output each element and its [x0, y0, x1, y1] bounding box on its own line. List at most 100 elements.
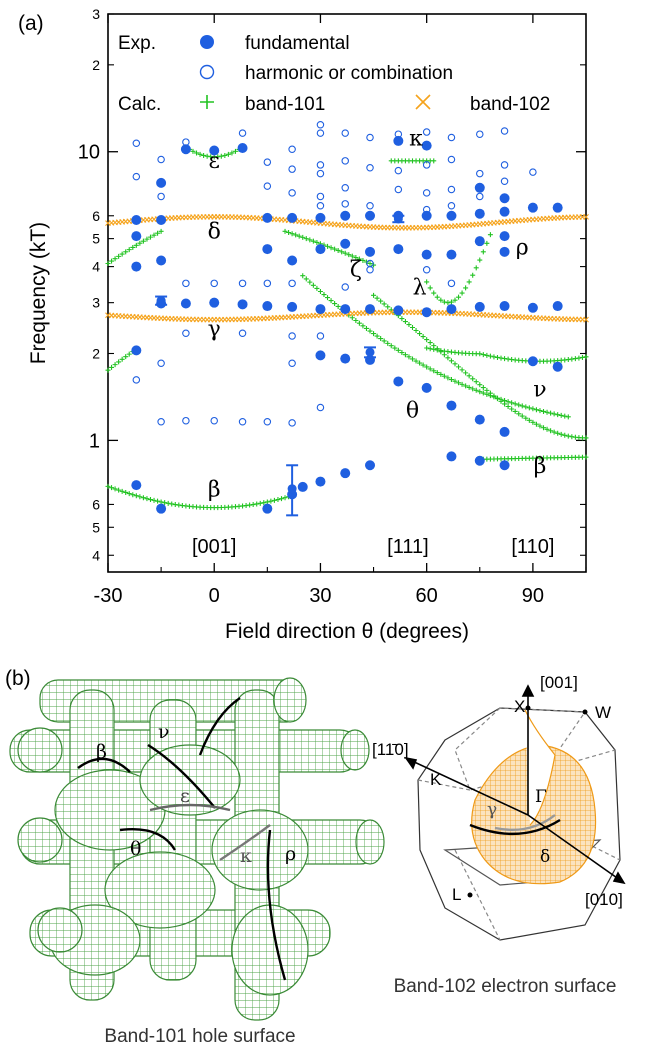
harmonic-point	[394, 166, 403, 175]
band101-mark	[395, 347, 401, 353]
harmonic-point	[288, 145, 296, 153]
fundamental-point	[552, 361, 563, 372]
band101-mark	[144, 496, 150, 502]
bz-label-010: [010]	[585, 890, 623, 909]
band101-mark	[229, 150, 235, 156]
band101-mark	[116, 487, 122, 493]
band101-mark	[190, 148, 196, 154]
band101-mark	[544, 426, 550, 432]
bz-axes	[404, 684, 626, 885]
fundamental-point	[131, 215, 142, 226]
fundamental-point	[315, 212, 326, 223]
fundamental-point	[156, 503, 167, 514]
band101-mark	[374, 333, 380, 339]
fundamental-point	[297, 481, 308, 492]
fundamental-point	[474, 182, 485, 193]
band101-mark	[417, 331, 423, 337]
error-bars	[155, 214, 405, 517]
harmonic-point	[263, 158, 272, 166]
legend-fundamental-marker	[200, 35, 214, 49]
fundamental-point	[499, 246, 510, 257]
band101-mark	[509, 406, 515, 412]
harmonic-point	[132, 172, 141, 181]
fundamental-point	[262, 301, 273, 312]
band101-mark	[526, 405, 532, 411]
band101-mark	[328, 298, 334, 304]
band101-mark	[463, 383, 469, 389]
fundamental-point	[131, 261, 142, 272]
band101-mark	[282, 495, 288, 501]
band101-mark	[300, 234, 306, 240]
harmonic-point	[316, 403, 325, 412]
band101-mark	[427, 285, 433, 291]
bz-labels: X W K Γ L [001] [11̄0] [010] γ δ	[372, 673, 623, 909]
band101-mark	[519, 413, 525, 419]
band101-mark	[477, 257, 483, 263]
band101-mark	[140, 495, 146, 501]
band101-mark	[303, 276, 309, 282]
exp-points	[131, 121, 563, 514]
band101-mark	[356, 320, 362, 326]
harmonic-point	[316, 201, 325, 210]
band101-mark	[548, 410, 554, 416]
band101-mark	[473, 379, 479, 385]
band101-mark	[562, 432, 568, 438]
band101-mark	[402, 352, 408, 358]
bz-point-l	[467, 892, 473, 898]
band101-mark	[140, 238, 146, 244]
fundamental-point	[156, 177, 167, 188]
harmonic-point	[447, 279, 456, 288]
bz-label-001: [001]	[540, 673, 578, 692]
bz-label-delta-orbit: δ	[540, 847, 550, 867]
fundamental-point	[474, 236, 485, 247]
band101-mark	[232, 148, 238, 154]
harmonic-point	[182, 329, 190, 338]
band101-mark	[558, 412, 564, 418]
band101-mark	[463, 370, 469, 376]
band101-mark	[310, 282, 316, 288]
band102-mark	[583, 214, 589, 220]
band101-mark	[466, 373, 472, 379]
x-tick-label: -30	[94, 585, 123, 607]
x-tick-label: 30	[309, 585, 331, 607]
y-minor-tick-label: 4	[92, 547, 100, 563]
branch-label: θ	[406, 399, 419, 424]
y-minor-tick-label: 3	[92, 6, 100, 22]
band101-mark	[420, 334, 426, 340]
y-minor-tick-label: 5	[92, 231, 100, 247]
band101-mark	[413, 358, 419, 364]
band101-mark	[424, 279, 430, 285]
band101-mark	[494, 354, 500, 360]
fundamental-point	[474, 301, 485, 312]
band101-mark	[555, 412, 561, 418]
band101-mark	[133, 493, 139, 499]
band101-mark	[371, 292, 377, 298]
band101-mark	[533, 407, 539, 413]
band101-mark	[544, 409, 550, 415]
band101-mark	[434, 370, 440, 376]
band101-mark	[512, 401, 518, 407]
fundamental-point	[340, 468, 351, 479]
harmonic-point	[422, 128, 431, 136]
direction-labels: [001] [111] [110]	[192, 536, 554, 558]
fundamental-point	[287, 255, 298, 266]
band101-mark	[325, 243, 331, 249]
harmonic-point	[394, 185, 403, 194]
band101-mark	[438, 371, 444, 377]
band101-mark	[137, 494, 143, 500]
band101-mark	[314, 285, 320, 291]
band101-mark	[123, 249, 129, 255]
band101-mark	[335, 303, 341, 309]
bz-label-k: K	[430, 770, 442, 789]
band101-mark	[530, 406, 536, 412]
band101-mark	[151, 232, 157, 238]
band101-mark	[491, 393, 497, 399]
band101-mark	[399, 350, 405, 356]
electron-surface	[471, 709, 597, 885]
band101-mark	[498, 398, 504, 404]
fundamental-point	[315, 350, 326, 361]
band101-mark	[541, 408, 547, 414]
fundamental-point	[209, 145, 220, 156]
band101-mark	[158, 228, 164, 234]
band101-mark	[533, 421, 539, 427]
